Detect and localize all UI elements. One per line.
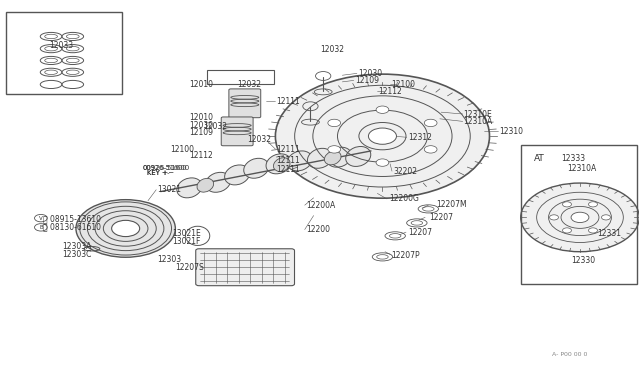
Text: 12200A: 12200A xyxy=(306,201,335,210)
Circle shape xyxy=(275,74,490,198)
Text: 12033: 12033 xyxy=(49,41,74,50)
Text: 12112: 12112 xyxy=(379,87,403,96)
Text: 12303C: 12303C xyxy=(62,250,92,259)
Ellipse shape xyxy=(324,151,341,165)
Ellipse shape xyxy=(346,147,371,166)
Text: 12030: 12030 xyxy=(189,121,214,129)
Text: 12200G: 12200G xyxy=(389,195,419,203)
Bar xyxy=(6,13,122,94)
Text: 12111: 12111 xyxy=(276,97,300,106)
Circle shape xyxy=(328,119,340,126)
Text: 00926-51600: 00926-51600 xyxy=(143,164,188,170)
Bar xyxy=(522,145,637,284)
Circle shape xyxy=(369,128,396,144)
Text: 12310: 12310 xyxy=(500,127,524,136)
Text: 12310E: 12310E xyxy=(463,109,492,119)
Text: 12111: 12111 xyxy=(276,165,300,174)
Text: 12109: 12109 xyxy=(355,76,379,85)
Bar xyxy=(207,70,274,84)
Text: 12111: 12111 xyxy=(276,155,300,165)
Text: 12200: 12200 xyxy=(306,225,330,234)
Text: 12207P: 12207P xyxy=(392,251,420,260)
Circle shape xyxy=(35,224,47,231)
Circle shape xyxy=(76,200,175,257)
Circle shape xyxy=(589,228,598,233)
Text: 12303: 12303 xyxy=(157,255,182,264)
Text: 12310A: 12310A xyxy=(463,117,493,126)
Ellipse shape xyxy=(273,158,290,171)
Text: ⓥ 08915-13610: ⓥ 08915-13610 xyxy=(43,215,101,224)
Circle shape xyxy=(563,202,572,207)
Text: 13021: 13021 xyxy=(157,185,182,194)
Text: 12207: 12207 xyxy=(408,228,432,237)
Ellipse shape xyxy=(225,165,250,185)
Text: 13021F: 13021F xyxy=(172,237,200,246)
Text: 12032: 12032 xyxy=(246,135,271,144)
Ellipse shape xyxy=(326,147,351,167)
Text: 12100: 12100 xyxy=(392,80,415,89)
Text: 12112: 12112 xyxy=(189,151,213,160)
Circle shape xyxy=(111,220,140,237)
Circle shape xyxy=(563,228,572,233)
Text: 12030: 12030 xyxy=(358,69,382,78)
Text: 12100: 12100 xyxy=(170,145,195,154)
Circle shape xyxy=(376,106,389,113)
Text: 12331: 12331 xyxy=(597,230,621,238)
Circle shape xyxy=(328,146,340,153)
Ellipse shape xyxy=(307,148,333,168)
Circle shape xyxy=(424,119,437,126)
Text: KEY +−: KEY +− xyxy=(147,170,174,176)
Text: 12312: 12312 xyxy=(408,133,432,142)
Text: KEY +-: KEY +- xyxy=(147,170,169,176)
Circle shape xyxy=(550,215,559,220)
Circle shape xyxy=(602,215,611,220)
Ellipse shape xyxy=(177,178,202,198)
Circle shape xyxy=(571,212,589,222)
FancyBboxPatch shape xyxy=(196,249,294,286)
Text: 12111: 12111 xyxy=(276,145,300,154)
Circle shape xyxy=(35,214,47,222)
Text: 12032: 12032 xyxy=(237,80,261,89)
Text: 12010: 12010 xyxy=(189,113,213,122)
Text: 32202: 32202 xyxy=(394,167,417,176)
Text: 12207M: 12207M xyxy=(436,200,467,209)
Text: 00926-51600: 00926-51600 xyxy=(143,164,190,170)
Ellipse shape xyxy=(287,151,312,171)
Ellipse shape xyxy=(197,179,214,192)
Text: 12032: 12032 xyxy=(320,45,344,54)
Ellipse shape xyxy=(244,158,269,178)
Text: 12010: 12010 xyxy=(189,80,213,89)
Text: 12310A: 12310A xyxy=(567,164,596,173)
Text: 12032: 12032 xyxy=(203,122,227,131)
Text: AT: AT xyxy=(534,154,544,163)
Text: 12303A: 12303A xyxy=(62,243,92,251)
Ellipse shape xyxy=(266,154,291,174)
Text: 12207: 12207 xyxy=(429,213,454,222)
Circle shape xyxy=(424,146,437,153)
Circle shape xyxy=(521,183,639,252)
Text: 12333: 12333 xyxy=(561,154,585,163)
FancyBboxPatch shape xyxy=(221,117,253,146)
Ellipse shape xyxy=(205,172,230,192)
FancyBboxPatch shape xyxy=(229,89,260,118)
Text: 12109: 12109 xyxy=(189,128,213,137)
Circle shape xyxy=(376,159,389,166)
Text: 12207S: 12207S xyxy=(175,263,204,272)
Text: A- P00 00 0: A- P00 00 0 xyxy=(552,352,588,357)
Text: 12330: 12330 xyxy=(572,256,596,265)
Text: B: B xyxy=(39,225,43,230)
Text: V: V xyxy=(39,216,43,221)
Circle shape xyxy=(589,202,598,207)
Text: 13021E: 13021E xyxy=(172,230,201,238)
Text: Ⓑ 08130-61610: Ⓑ 08130-61610 xyxy=(43,223,101,232)
